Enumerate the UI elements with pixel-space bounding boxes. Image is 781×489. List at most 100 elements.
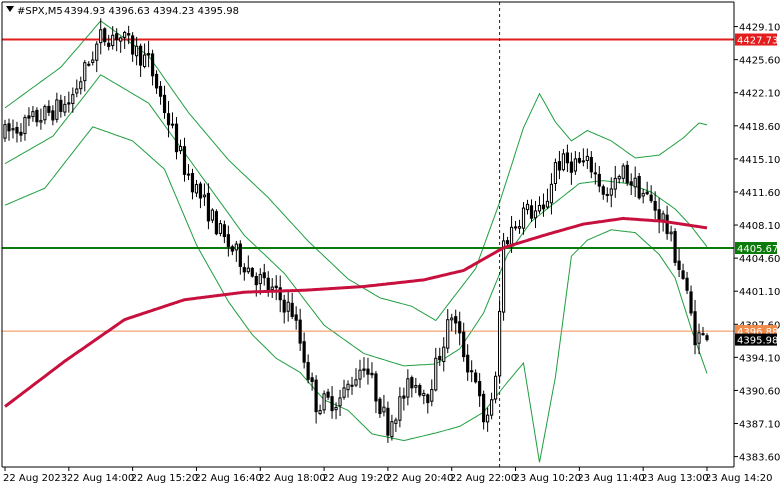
candle-body-up xyxy=(286,301,290,312)
candle-body-down xyxy=(250,267,254,277)
candle-body-up xyxy=(31,111,35,118)
candles xyxy=(3,18,709,443)
candle xyxy=(79,76,83,95)
candle-body-down xyxy=(637,176,641,199)
candle xyxy=(150,49,155,86)
candle xyxy=(637,173,641,200)
candle xyxy=(127,25,131,45)
candle-body-down xyxy=(482,393,486,423)
candle-body-up xyxy=(358,369,362,380)
candle xyxy=(35,107,39,127)
candle-body-up xyxy=(119,37,123,42)
price-badge-bg xyxy=(735,242,777,255)
candle xyxy=(302,332,306,369)
candle xyxy=(422,389,426,405)
candle xyxy=(442,337,446,372)
candle xyxy=(565,144,569,173)
candle-body-up xyxy=(210,209,215,221)
candle xyxy=(478,373,482,407)
candle-body-down xyxy=(438,355,442,361)
candle xyxy=(454,309,458,335)
price-tick-label: 4418.60 xyxy=(739,122,780,133)
candle xyxy=(342,379,346,400)
candle xyxy=(318,404,322,416)
candle-body-down xyxy=(242,267,246,273)
candle xyxy=(330,386,334,419)
candle-body-down xyxy=(402,395,406,399)
candle-body-down xyxy=(505,240,510,245)
candle-body-down xyxy=(47,105,51,113)
candle xyxy=(450,313,454,332)
envelope-bands xyxy=(4,20,708,463)
middle-band-line xyxy=(4,74,708,367)
candle-body-up xyxy=(513,226,518,229)
candle-body-down xyxy=(470,370,474,373)
candle xyxy=(143,43,147,69)
candle-body-down xyxy=(410,377,414,389)
candle xyxy=(645,181,649,196)
candle-body-down xyxy=(366,368,370,375)
candle xyxy=(39,108,43,130)
time-tick-label: 22 Aug 15:20 xyxy=(131,473,198,484)
candle xyxy=(111,26,115,50)
price-tick-label: 4387.10 xyxy=(739,420,780,431)
candle xyxy=(202,183,207,206)
candle-body-up xyxy=(641,192,645,197)
candle-body-down xyxy=(274,285,278,289)
symbol-label: #SPX,M5 xyxy=(17,6,63,17)
candle-body-up xyxy=(446,319,450,349)
candle xyxy=(673,228,677,266)
candle-body-down xyxy=(657,209,661,221)
candle-body-down xyxy=(581,160,585,163)
candle-body-down xyxy=(198,183,203,199)
candle-body-up xyxy=(23,117,27,134)
candle-body-down xyxy=(266,277,270,291)
candle xyxy=(529,199,534,222)
candle-body-down xyxy=(529,205,534,219)
candle xyxy=(338,389,342,416)
candle xyxy=(194,179,199,198)
candle xyxy=(545,188,550,209)
horizontal-levels[interactable] xyxy=(2,38,734,332)
candle-body-down xyxy=(705,335,709,341)
candle xyxy=(426,393,430,414)
candle-body-up xyxy=(414,384,418,388)
candle xyxy=(19,123,23,142)
candle xyxy=(617,174,621,184)
candle xyxy=(162,85,167,119)
upper-band-line xyxy=(4,20,708,322)
candle xyxy=(370,362,374,379)
candle-body-up xyxy=(521,207,526,229)
candle xyxy=(677,248,681,278)
candle-body-down xyxy=(418,385,422,396)
candle xyxy=(230,244,234,256)
candle-body-down xyxy=(386,407,390,436)
candle-body-up xyxy=(406,378,410,398)
candle xyxy=(486,407,490,432)
candle-body-down xyxy=(27,115,31,119)
candle-body-down xyxy=(19,131,23,136)
candle-body-up xyxy=(621,165,625,179)
candle xyxy=(298,308,302,351)
lower-band-line xyxy=(4,126,708,463)
candle xyxy=(589,151,593,179)
candle-body-up xyxy=(497,310,502,377)
candle-body-down xyxy=(158,85,163,97)
candle xyxy=(3,119,7,142)
candle-body-up xyxy=(545,200,550,208)
candle xyxy=(83,59,87,92)
candle xyxy=(681,263,685,280)
candle-body-down xyxy=(298,319,302,344)
candle xyxy=(115,28,119,52)
candle-body-up xyxy=(382,406,386,413)
candle-body-down xyxy=(557,161,562,171)
candle-body-down xyxy=(693,311,697,346)
candle-body-up xyxy=(99,29,103,44)
candle xyxy=(11,119,15,139)
candle-body-up xyxy=(71,94,75,104)
candle xyxy=(609,177,613,208)
candle xyxy=(414,377,418,394)
